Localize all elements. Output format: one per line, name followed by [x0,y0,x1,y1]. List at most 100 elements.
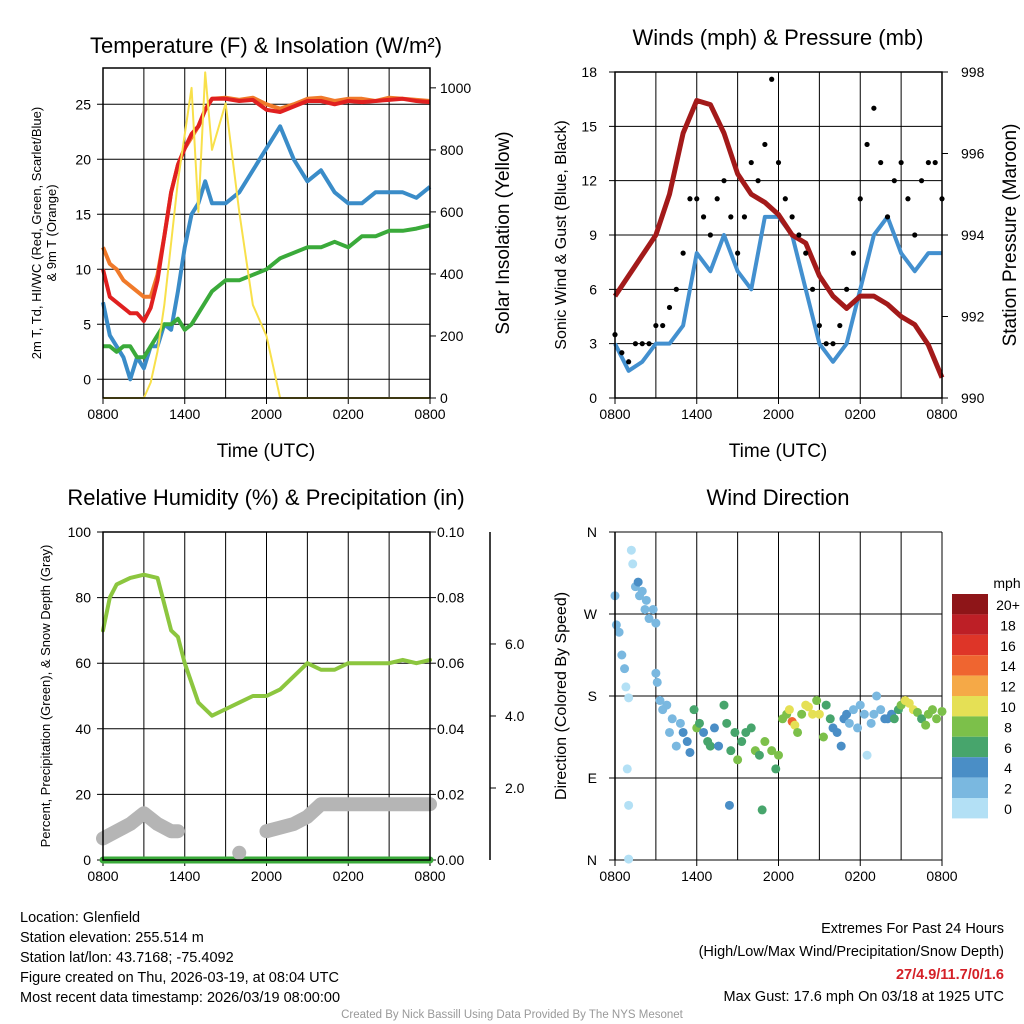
gust-point [905,196,911,202]
gust-point [728,214,734,220]
max-gust-text: Max Gust: 17.6 mph On 03/18 at 1925 UTC [724,989,1004,1005]
direction-point [844,718,854,728]
rh-series-rh [101,572,432,718]
gust-point [741,214,748,220]
rh-xtick-label: 0800 [414,868,445,884]
direction-point [637,586,647,596]
direction-point [648,604,658,614]
snow-ytick-label: 6.0 [505,636,525,652]
gust-point [714,196,720,202]
direction-point [771,764,781,774]
gust-point [707,232,713,238]
temp-chart-title: Temperature (F) & Insolation (W/m²) [90,33,442,58]
direction-point [675,718,685,728]
temp-ytick-right-label: 1000 [440,80,471,96]
gust-point [619,350,625,356]
temp-ytick-label: 0 [83,371,91,387]
temp-ytick-right-label: 800 [440,142,464,158]
direction-point [797,709,807,719]
direction-point [842,709,852,719]
rh-ytick-right-label: 0.04 [437,721,464,737]
gust-point [898,159,904,166]
wind-ytick-right-label: 994 [961,227,985,243]
direction-point [652,677,662,687]
temp-ytick-right-label: 200 [440,328,464,344]
wind-xtick-label: 0800 [926,406,957,422]
gust-point [735,250,741,256]
direction-point [855,700,865,710]
gust-point [837,322,843,329]
dir-xtick-label: 1400 [681,868,712,884]
temp-ytick-right-label: 400 [440,266,464,282]
location-text: Location: Glenfield [20,910,140,926]
temp-ylabel: 2m T, Td, HI/WC (Red, Green, Scarlet/Blu… [29,107,44,359]
created-text: Figure created on Thu, 2026-03-19, at 08… [20,970,339,986]
colorbar-label: 4 [1004,760,1012,776]
credit-text: Created By Nick Bassill Using Data Provi… [341,1009,684,1021]
temp-ytick-right-label: 600 [440,204,464,220]
colorbar-swatch [952,716,988,737]
gust-point [687,196,693,202]
rh-ytick-right-label: 0.10 [437,524,464,540]
rh-ytick-label: 60 [75,655,91,671]
gust-point [721,178,727,184]
direction-ytick-label: E [588,770,597,786]
direction-point [754,750,764,760]
direction-point [699,727,709,737]
direction-chart-title: Wind Direction [706,485,849,510]
temp-xtick-label: 1400 [169,406,200,422]
rh-xtick-label: 0200 [333,868,364,884]
gust-point [660,322,666,329]
rh-ytick-right-label: 0.02 [437,786,464,802]
temp-ylabel-right: Solar Insolation (Yellow) [493,131,514,334]
gust-point [632,341,639,347]
colorbar-label: 12 [1000,679,1016,695]
gust-point [871,105,877,111]
direction-point [719,700,729,710]
wind-xtick-label: 0800 [599,406,630,422]
direction-point [825,714,835,724]
direction-point [651,668,661,678]
direction-point [774,750,783,760]
direction-point [812,696,822,706]
direction-ytick-label: N [587,524,597,540]
gust-point [891,178,897,184]
gust-point [646,341,652,347]
temp-ytick-label: 10 [75,261,91,277]
direction-point [614,627,624,637]
wind-ytick-label: 15 [581,118,597,134]
gust-point [762,141,768,148]
direction-point [889,714,899,724]
gust-point [857,196,863,202]
wind-ytick-label: 6 [589,281,597,297]
gust-point [796,232,802,238]
gust-point [932,159,938,166]
rh-ytick-label: 0 [83,852,91,868]
temp-xtick-label: 2000 [251,406,282,422]
dir-xtick-label: 2000 [763,868,794,884]
wind-ytick-right-label: 992 [961,309,985,325]
wind-ylabel-right: Station Pressure (Maroon) [1000,124,1021,347]
direction-point [624,854,634,864]
temp-series-hi-wc [101,124,432,382]
direction-point [932,714,942,724]
gust-point [782,196,788,202]
temp-xlabel: Time (UTC) [217,441,316,462]
wind-ytick-right-label: 998 [961,64,985,80]
direction-point [667,714,677,724]
gust-point [850,250,857,256]
direction-point [790,720,800,730]
direction-ytick-label: S [588,688,597,704]
rh-series-snow-depth [96,806,185,846]
direction-point [651,618,661,628]
direction-point [714,741,724,751]
colorbar-label: 8 [1004,719,1012,735]
speed-colorbar: 20+ 18 16 14 12 10 8 6 4 2 0 [952,594,1020,819]
gust-point [639,341,645,347]
direction-point [757,805,767,815]
temp-xtick-label: 0200 [333,406,364,422]
direction-point [689,705,699,715]
direction-point [624,800,634,810]
wind-ylabel: Sonic Wind & Gust (Blue, Black) [553,120,570,349]
direction-point [821,700,831,710]
